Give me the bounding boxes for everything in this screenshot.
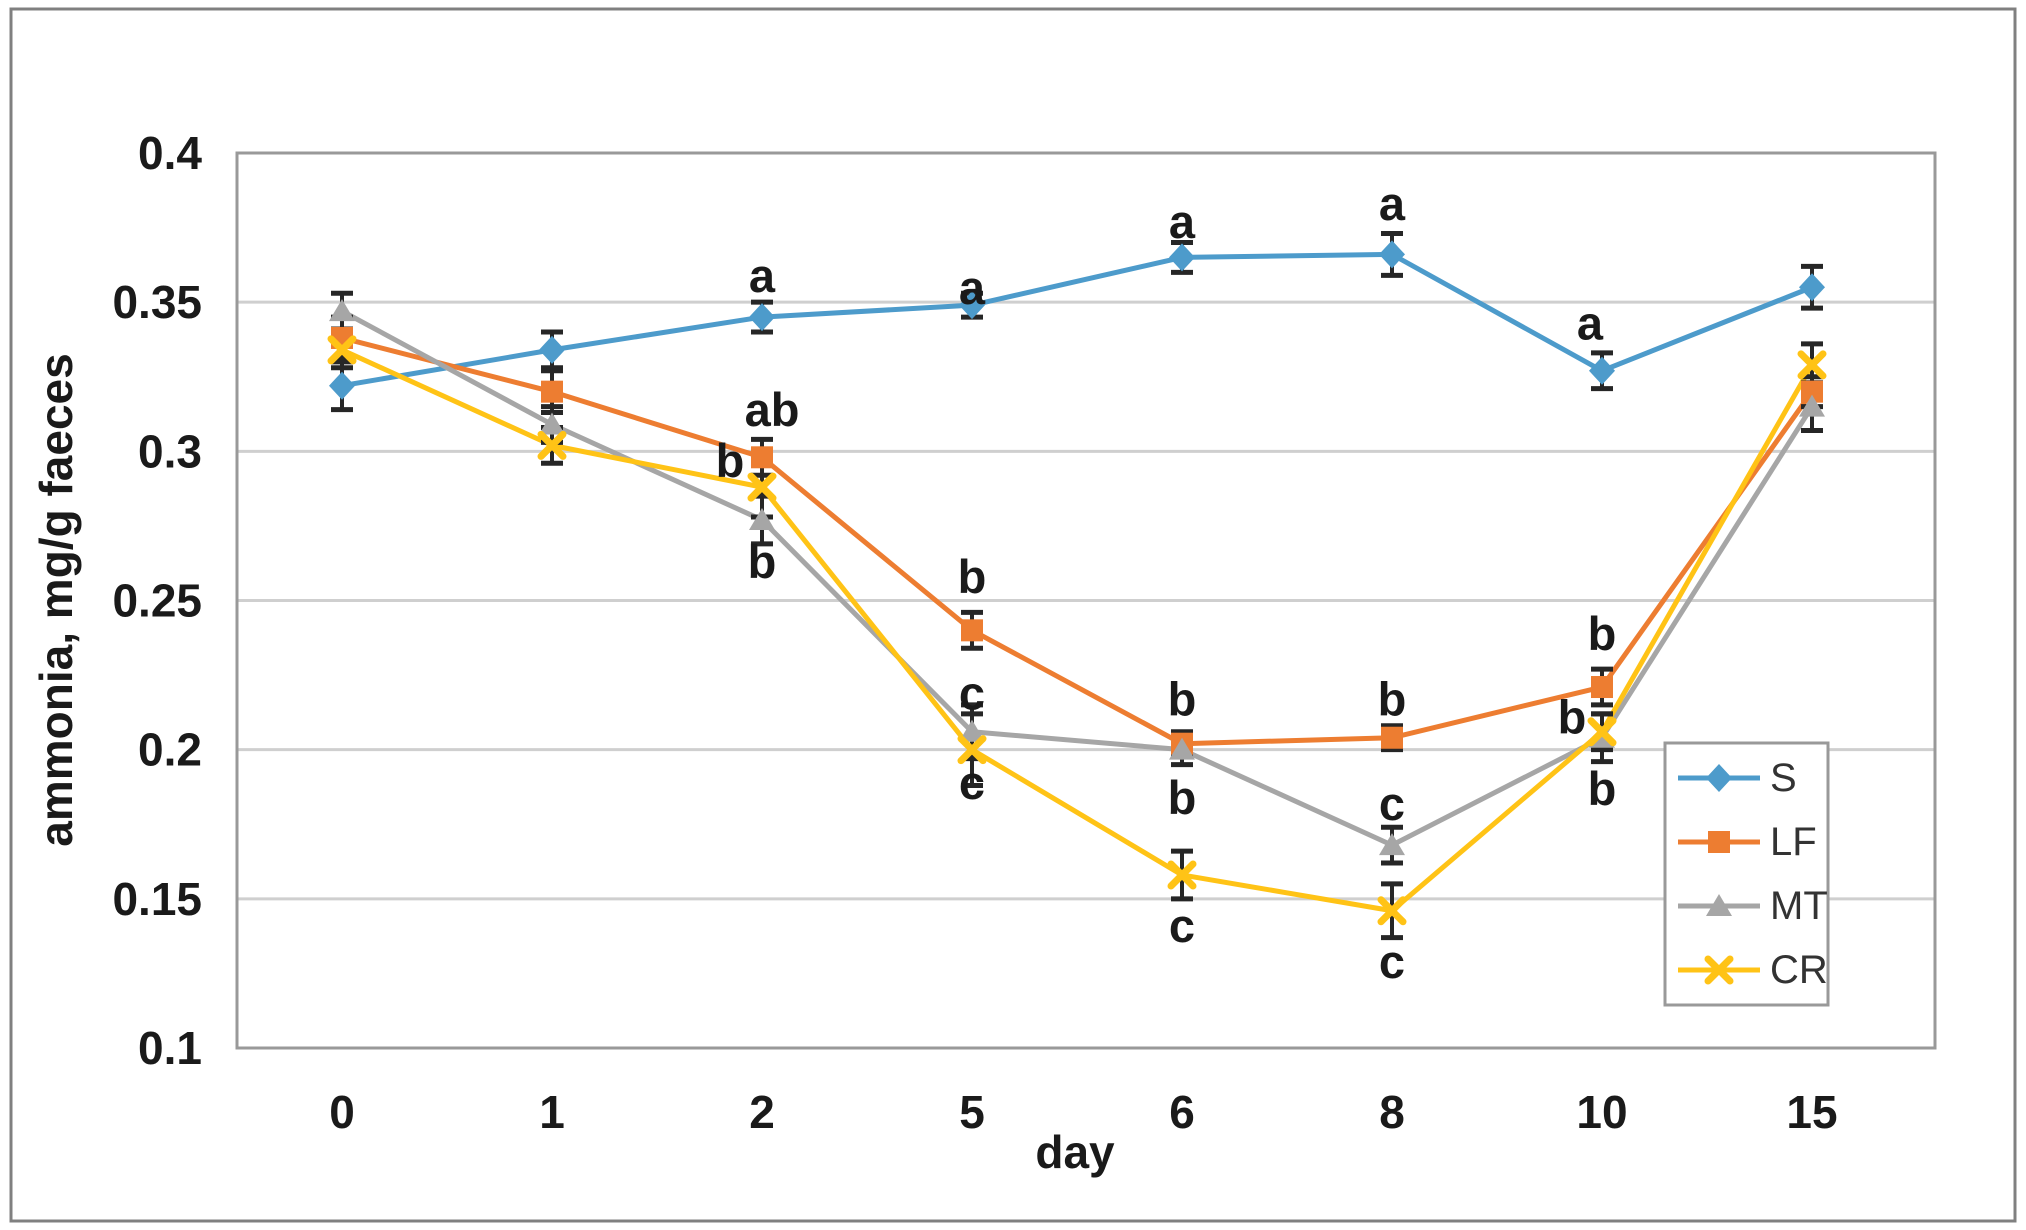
significance-letter: a bbox=[749, 249, 776, 302]
diamond-marker-S bbox=[1799, 273, 1825, 302]
square-icon bbox=[1708, 831, 1730, 853]
y-tick-label: 0.3 bbox=[138, 425, 202, 477]
triangle-marker-MT bbox=[959, 719, 985, 742]
x-tick-label: 0 bbox=[329, 1086, 355, 1138]
square-marker-LF bbox=[1591, 676, 1613, 699]
square-marker-LF bbox=[961, 619, 983, 642]
y-axis-title: ammonia, mg/g faeces bbox=[30, 353, 82, 846]
triangle-marker-MT bbox=[1169, 737, 1195, 760]
significance-letter: b bbox=[1168, 672, 1197, 725]
x-marker-CR bbox=[1587, 717, 1617, 747]
diamond-marker-S bbox=[1379, 240, 1405, 269]
y-tick-label: 0.15 bbox=[112, 873, 202, 925]
significance-letter: c bbox=[959, 666, 985, 719]
x-tick-label: 15 bbox=[1786, 1086, 1837, 1138]
diamond-marker-S bbox=[749, 303, 775, 332]
triangle-marker-MT bbox=[1799, 394, 1825, 417]
significance-letter: c bbox=[1169, 899, 1195, 952]
significance-letter: b bbox=[1558, 690, 1587, 743]
square-marker-LF bbox=[751, 446, 773, 469]
legend: S LF MT CR bbox=[1663, 741, 1830, 1007]
significance-letter: b bbox=[1378, 672, 1407, 725]
y-tick-label: 0.25 bbox=[112, 575, 202, 627]
x-icon bbox=[1704, 955, 1734, 985]
x-marker-CR bbox=[1377, 896, 1407, 926]
legend-item-MT: MT bbox=[1678, 884, 1828, 928]
significance-letter: ab bbox=[745, 383, 800, 436]
legend-box bbox=[1663, 741, 1830, 1007]
series-line-MT bbox=[340, 308, 1815, 848]
x-marker-CR bbox=[1167, 860, 1197, 890]
significance-letter: c bbox=[1379, 777, 1405, 830]
triangle-marker-MT bbox=[1379, 833, 1405, 856]
x-marker-CR bbox=[537, 430, 567, 460]
triangle-marker-MT bbox=[539, 412, 565, 435]
x-marker-CR bbox=[327, 335, 357, 365]
x-tick-label: 1 bbox=[539, 1086, 565, 1138]
legend-item-LF: LF bbox=[1678, 820, 1817, 864]
legend-label: MT bbox=[1770, 884, 1828, 928]
x-axis-tick-labels: 0 1 2 5 6 8 10 15 bbox=[329, 1086, 1837, 1138]
diamond-marker-S bbox=[1589, 356, 1615, 385]
diamond-marker-S bbox=[1169, 243, 1195, 272]
series-line-S bbox=[341, 251, 1813, 389]
y-tick-label: 0.4 bbox=[138, 127, 202, 179]
x-tick-label: 2 bbox=[749, 1086, 775, 1138]
square-marker-LF bbox=[1801, 380, 1823, 403]
x-tick-label: 10 bbox=[1576, 1086, 1627, 1138]
x-marker-CR bbox=[957, 735, 987, 765]
significance-letter: b bbox=[1168, 771, 1197, 824]
significance-letter: b bbox=[1588, 607, 1617, 660]
x-tick-label: 8 bbox=[1379, 1086, 1405, 1138]
x-tick-label: 5 bbox=[959, 1086, 985, 1138]
y-tick-label: 0.2 bbox=[138, 724, 202, 776]
legend-item-S: S bbox=[1678, 756, 1797, 800]
series-line-LF bbox=[341, 335, 1815, 747]
diamond-marker-S bbox=[959, 291, 985, 320]
y-axis-tick-labels: 0.1 0.15 0.2 0.25 0.3 0.35 0.4 bbox=[112, 127, 202, 1074]
x-marker-CR bbox=[747, 472, 777, 502]
x-marker-CR bbox=[1797, 350, 1827, 380]
significance-letter: c bbox=[959, 756, 985, 809]
square-marker-LF bbox=[541, 380, 563, 403]
y-tick-label: 0.35 bbox=[112, 276, 202, 328]
x-axis-title: day bbox=[1035, 1126, 1115, 1178]
significance-letter: a bbox=[1169, 195, 1196, 248]
legend-label: LF bbox=[1770, 820, 1817, 864]
plot-area-border bbox=[235, 151, 1937, 1050]
significance-letter: a bbox=[1379, 177, 1406, 230]
triangle-marker-MT bbox=[329, 299, 355, 322]
legend-label: CR bbox=[1770, 948, 1828, 992]
diamond-marker-S bbox=[329, 371, 355, 400]
diamond-marker-S bbox=[539, 335, 565, 364]
triangle-marker-MT bbox=[749, 507, 775, 530]
significance-letter: a bbox=[1577, 297, 1604, 350]
significance-letter: a bbox=[959, 261, 986, 314]
legend-item-CR: CR bbox=[1678, 948, 1828, 992]
significance-letter: b bbox=[716, 434, 745, 487]
figure-border bbox=[9, 7, 2017, 1223]
series-line-CR bbox=[340, 347, 1815, 914]
significance-letter: b bbox=[1588, 762, 1617, 815]
x-tick-label: 6 bbox=[1169, 1086, 1195, 1138]
series-markers bbox=[327, 240, 1827, 926]
legend-label: S bbox=[1770, 756, 1797, 800]
y-tick-label: 0.1 bbox=[138, 1022, 202, 1074]
significance-letter: b bbox=[748, 535, 777, 588]
significance-letter: c bbox=[1379, 935, 1405, 988]
square-marker-LF bbox=[1381, 726, 1403, 749]
diamond-icon bbox=[1706, 764, 1732, 792]
significance-letter: b bbox=[958, 550, 987, 603]
series-lines bbox=[340, 251, 1815, 914]
triangle-icon bbox=[1706, 894, 1732, 916]
